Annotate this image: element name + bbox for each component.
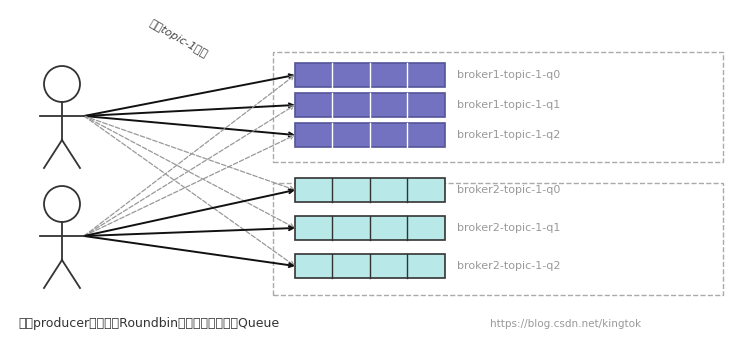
- Bar: [295, 123, 445, 147]
- Text: https://blog.csdn.net/kingtok: https://blog.csdn.net/kingtok: [490, 319, 641, 329]
- Text: broker2-topic-1-q2: broker2-topic-1-q2: [457, 261, 561, 271]
- Bar: [295, 178, 445, 202]
- Text: broker1-topic-1-q2: broker1-topic-1-q2: [457, 130, 561, 140]
- Bar: [273, 183, 723, 295]
- Bar: [295, 93, 445, 117]
- Text: broker2-topic-1-q1: broker2-topic-1-q1: [457, 223, 561, 233]
- Bar: [295, 254, 445, 278]
- Text: 每个producer默认采用Roundbin方式轪训发送每个Queue: 每个producer默认采用Roundbin方式轪训发送每个Queue: [18, 318, 279, 331]
- Bar: [295, 216, 445, 240]
- Text: 发逑topic-1消息: 发逑topic-1消息: [148, 19, 209, 60]
- Text: broker1-topic-1-q0: broker1-topic-1-q0: [457, 70, 561, 80]
- Text: broker1-topic-1-q1: broker1-topic-1-q1: [457, 100, 561, 110]
- Bar: [295, 63, 445, 87]
- Bar: [273, 52, 723, 162]
- Text: broker2-topic-1-q0: broker2-topic-1-q0: [457, 185, 561, 195]
